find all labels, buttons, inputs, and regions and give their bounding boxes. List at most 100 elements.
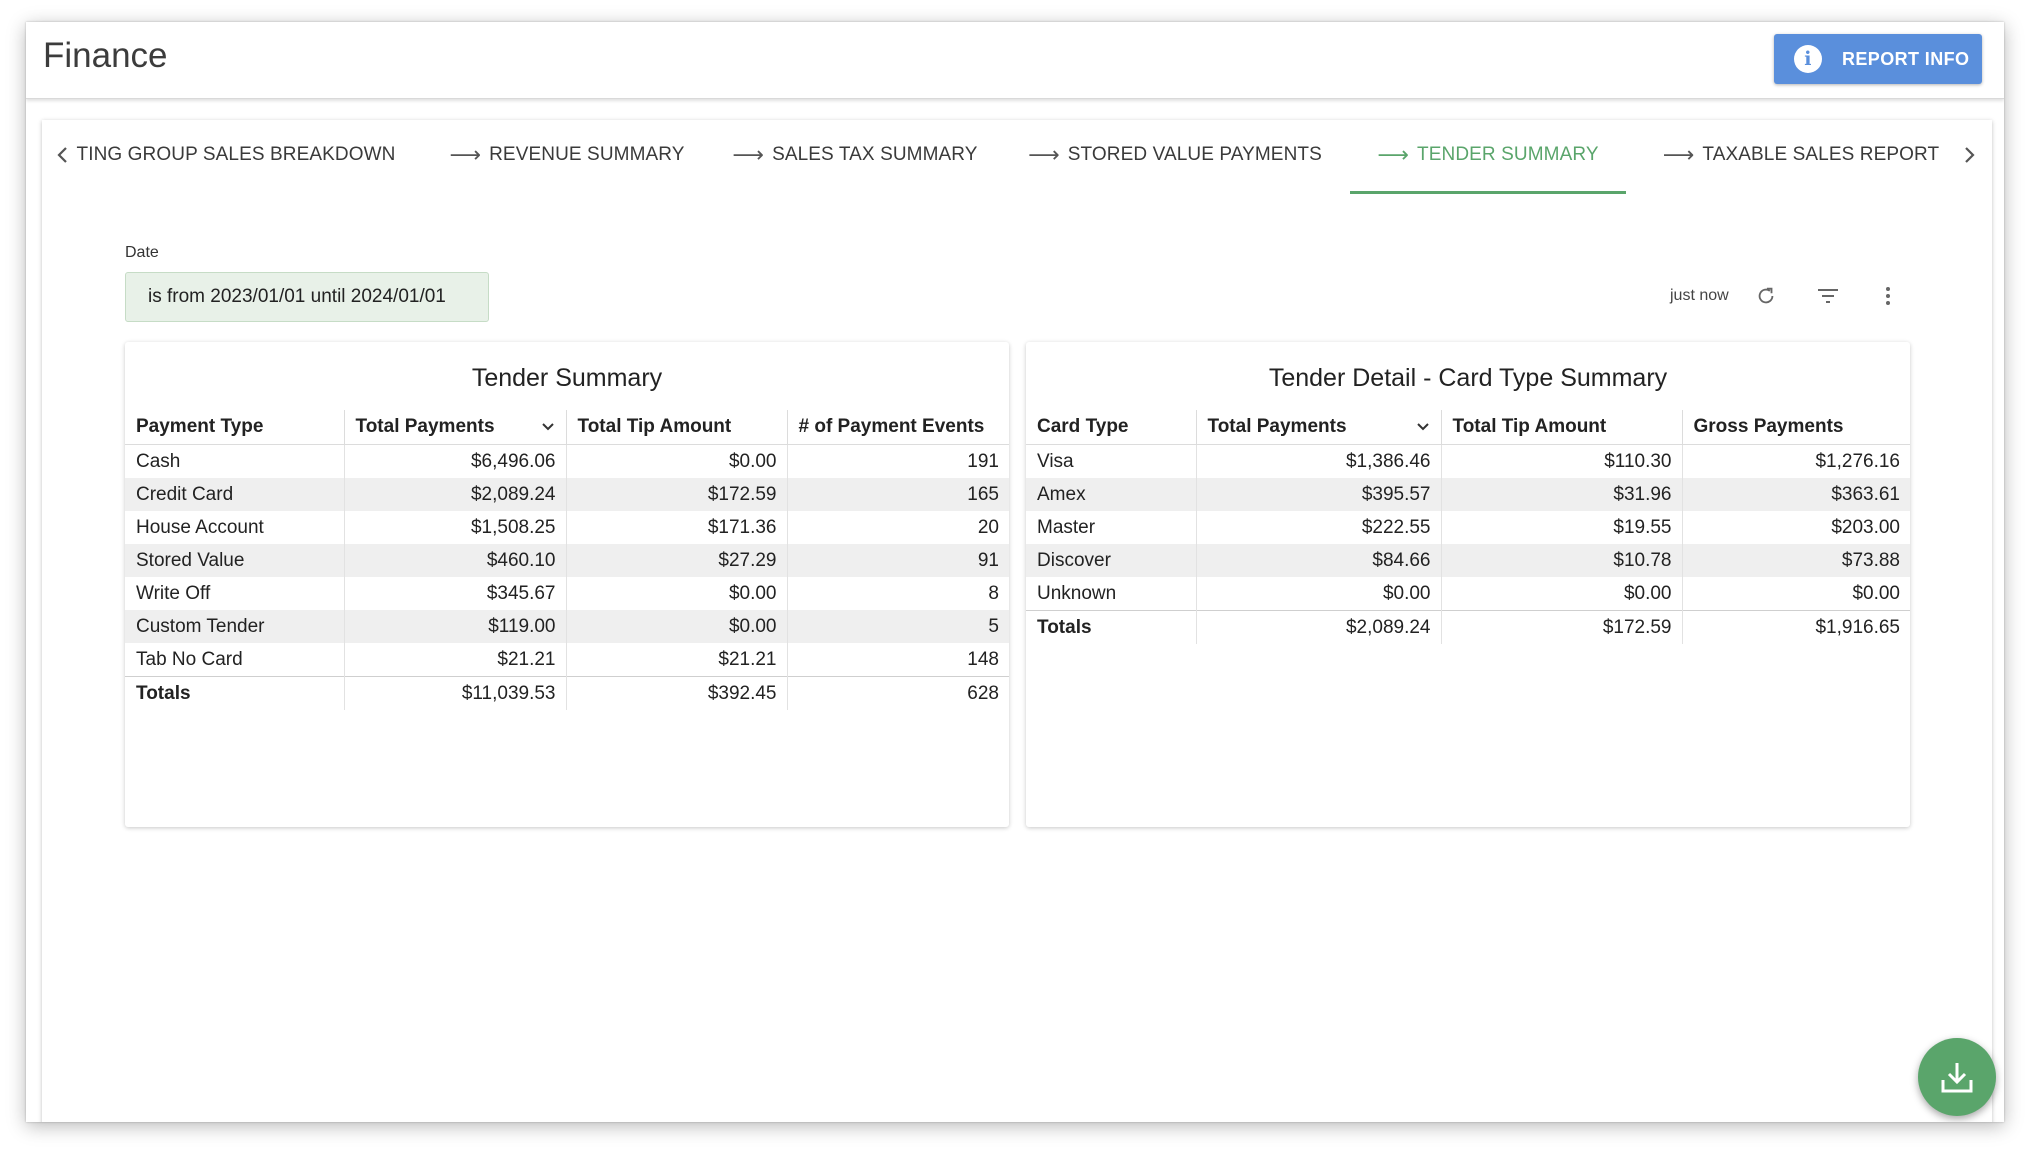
table-row: House Account $1,508.25 $171.36 20 <box>125 511 1009 544</box>
report-info-label: REPORT INFO <box>1842 48 1970 69</box>
date-filter-label: Date <box>125 244 159 261</box>
cell-total-payments: $395.57 <box>1195 478 1441 511</box>
cell-total-payments: $6,496.06 <box>343 444 566 478</box>
tab-taxable-sales-report[interactable]: ⟶ TAXABLE SALES REPORT <box>1656 120 1946 190</box>
table-header-row: Card Type Total Payments Total Tip Amoun… <box>1026 410 1910 445</box>
download-button[interactable] <box>1918 1038 1996 1116</box>
cell-total-payments: $222.55 <box>1195 511 1441 544</box>
table-row: Unknown $0.00 $0.00 $0.00 <box>1026 577 1910 611</box>
column-header-gross-payments[interactable]: Gross Payments <box>1681 410 1910 445</box>
arrow-right-icon: ⟶ <box>1028 142 1060 168</box>
table-row: Stored Value $460.10 $27.29 91 <box>125 544 1009 577</box>
totals-label: Totals <box>125 676 344 710</box>
cell-total-payments: $1,386.46 <box>1195 444 1441 478</box>
cell-total-payments: $1,508.25 <box>343 511 566 544</box>
cell-total-tip: $27.29 <box>565 544 787 577</box>
tab-label: SALES TAX SUMMARY <box>772 144 978 165</box>
totals-label: Totals <box>1026 610 1196 644</box>
column-header-label: Total Payments <box>355 416 495 437</box>
sort-descending-icon <box>1416 423 1429 431</box>
cell-total-tip: $0.00 <box>1440 577 1682 611</box>
cell-total-tip: $31.96 <box>1440 478 1682 511</box>
chevron-right-icon <box>1965 147 1975 163</box>
arrow-right-icon: ⟶ <box>1662 142 1695 168</box>
cell-total-tip: $10.78 <box>1440 544 1682 577</box>
tab-accounting-group-sales-breakdown[interactable]: TING GROUP SALES BREAKDOWN <box>77 120 396 190</box>
tab-label: REVENUE SUMMARY <box>489 144 685 165</box>
report-tabs: TING GROUP SALES BREAKDOWN ⟶ REVENUE SUM… <box>42 120 1992 194</box>
tab-tender-summary[interactable]: ⟶ TENDER SUMMARY <box>1350 120 1626 194</box>
column-header-total-payments[interactable]: Total Payments <box>343 410 566 445</box>
table-row: Master $222.55 $19.55 $203.00 <box>1026 511 1910 544</box>
cell-total-payments: $2,089.24 <box>343 478 566 511</box>
tab-sales-tax-summary[interactable]: ⟶ SALES TAX SUMMARY <box>730 120 980 190</box>
more-vertical-icon <box>1886 287 1890 305</box>
more-options-button[interactable] <box>1873 281 1903 311</box>
cell-total-tip: $0.00 <box>565 444 787 478</box>
info-icon: i <box>1794 45 1822 73</box>
tender-summary-table: Payment Type Total Payments Total Tip Am… <box>125 410 1009 710</box>
totals-total-payments: $11,039.53 <box>343 676 566 710</box>
arrow-right-icon: ⟶ <box>449 142 482 168</box>
cell-payment-type: Stored Value <box>125 544 344 577</box>
cell-gross-payments: $363.61 <box>1681 478 1910 511</box>
cell-total-tip: $171.36 <box>565 511 787 544</box>
cell-payment-type: Custom Tender <box>125 610 344 643</box>
tab-label: TING GROUP SALES BREAKDOWN <box>76 144 396 165</box>
cell-total-payments: $345.67 <box>343 577 566 610</box>
column-header-total-payments[interactable]: Total Payments <box>1195 410 1441 445</box>
cell-payment-type: Credit Card <box>125 478 344 511</box>
tab-stored-value-payments[interactable]: ⟶ STORED VALUE PAYMENTS <box>1028 120 1322 190</box>
filter-icon <box>1818 289 1838 303</box>
arrow-right-icon: ⟶ <box>1377 142 1410 168</box>
tab-label: TENDER SUMMARY <box>1417 144 1599 165</box>
page-title: Finance <box>43 36 168 75</box>
cell-payment-events: 148 <box>786 643 1009 677</box>
sort-descending-icon <box>541 423 554 431</box>
cell-gross-payments: $0.00 <box>1681 577 1910 611</box>
cell-gross-payments: $73.88 <box>1681 544 1910 577</box>
table-row: Custom Tender $119.00 $0.00 5 <box>125 610 1009 643</box>
tabs-scroll-right-button[interactable] <box>1954 140 1984 170</box>
date-filter-chip[interactable]: is from 2023/01/01 until 2024/01/01 <box>125 272 489 322</box>
cell-card-type: Discover <box>1026 544 1196 577</box>
column-header-card-type[interactable]: Card Type <box>1026 410 1196 445</box>
tab-label: STORED VALUE PAYMENTS <box>1067 144 1322 165</box>
last-refreshed-text: just now <box>1670 287 1729 304</box>
totals-total-tip: $392.45 <box>565 676 787 710</box>
cell-total-tip: $0.00 <box>565 577 787 610</box>
table-row: Cash $6,496.06 $0.00 191 <box>125 444 1009 478</box>
cell-payment-events: 91 <box>786 544 1009 577</box>
cell-total-tip: $110.30 <box>1440 444 1682 478</box>
filter-button[interactable] <box>1813 281 1843 311</box>
cell-total-tip: $21.21 <box>565 643 787 677</box>
table-row: Amex $395.57 $31.96 $363.61 <box>1026 478 1910 511</box>
cell-payment-type: Cash <box>136 450 181 472</box>
tabs-scroll-left-button[interactable] <box>48 140 78 170</box>
cell-gross-payments: $1,276.16 <box>1681 444 1910 478</box>
report-info-button[interactable]: i REPORT INFO <box>1774 34 1982 84</box>
totals-gross-payments: $1,916.65 <box>1681 610 1910 644</box>
column-header-total-tip-amount[interactable]: Total Tip Amount <box>1440 410 1682 445</box>
tab-revenue-summary[interactable]: ⟶ REVENUE SUMMARY <box>442 120 692 190</box>
cell-total-tip: $172.59 <box>565 478 787 511</box>
cell-gross-payments: $203.00 <box>1681 511 1910 544</box>
tender-summary-card: Tender Summary Payment Type Total Paymen… <box>125 342 1009 827</box>
column-header-label: Total Payments <box>1207 416 1347 437</box>
refresh-button[interactable] <box>1751 281 1781 311</box>
cell-payment-events: 20 <box>786 511 1009 544</box>
cell-payment-type: Tab No Card <box>136 648 243 670</box>
column-header-payment-events[interactable]: # of Payment Events <box>786 410 1009 445</box>
totals-row: Totals $2,089.24 $172.59 $1,916.65 <box>1026 610 1910 644</box>
refresh-icon <box>1758 287 1774 304</box>
cell-card-type: Unknown <box>1037 582 1117 604</box>
tender-summary-title: Tender Summary <box>471 363 663 392</box>
table-row: Tab No Card $21.21 $21.21 148 <box>125 643 1009 677</box>
column-header-total-tip-amount[interactable]: Total Tip Amount <box>565 410 787 445</box>
column-header-payment-type[interactable]: Payment Type <box>125 410 344 445</box>
cell-total-payments: $21.21 <box>343 643 566 677</box>
cell-payment-events: 165 <box>786 478 1009 511</box>
totals-row: Totals $11,039.53 $392.45 628 <box>125 676 1009 710</box>
cell-total-payments: $460.10 <box>343 544 566 577</box>
cell-total-payments: $84.66 <box>1195 544 1441 577</box>
